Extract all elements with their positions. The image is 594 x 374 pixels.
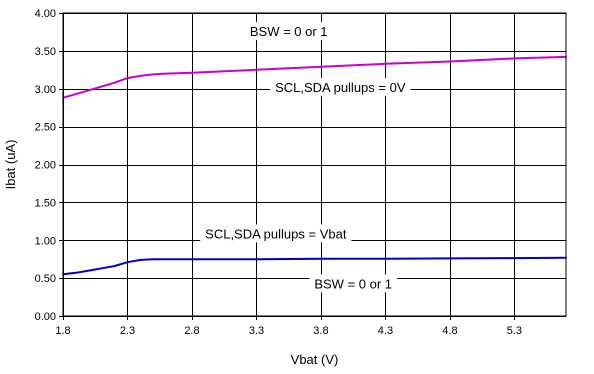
y-tick-label: 4.00 <box>35 8 56 20</box>
annotations: BSW = 0 or 1 SCL,SDA pullups = 0V SCL,SDA … <box>200 22 411 293</box>
x-axis-label: Vbat (V) <box>291 352 339 367</box>
series-line-1 <box>62 55 567 99</box>
annotation-label: BSW = 0 or 1 <box>314 276 392 291</box>
y-tick-label: 0.00 <box>35 311 56 323</box>
y-axis-label: Ibat (uA) <box>3 140 18 190</box>
x-tick-label: 3.3 <box>249 325 264 337</box>
x-tick-label: 2.8 <box>184 325 199 337</box>
annotation-label: BSW = 0 or 1 <box>250 24 328 39</box>
annotation-background <box>200 224 352 243</box>
series-line-2 <box>62 256 567 276</box>
x-tick-label: 5.3 <box>507 325 522 337</box>
annotation-label: SCL,SDA pullups = 0V <box>275 80 406 95</box>
annotation-background <box>270 78 411 97</box>
gridlines <box>63 13 566 317</box>
annotation-background <box>309 274 398 293</box>
y-tick-label: 0.50 <box>35 273 56 285</box>
x-tick-label: 4.8 <box>442 325 457 337</box>
y-tick-label: 3.50 <box>35 46 56 58</box>
y-axis-ticks: 0.00 0.50 1.00 1.50 2.00 2.50 3.00 3.50 4.00 <box>35 8 63 323</box>
y-tick-label: 2.50 <box>35 122 56 134</box>
x-tick-label: 4.3 <box>378 325 393 337</box>
annotation-label: SCL,SDA pullups = Vbat <box>205 226 347 241</box>
y-tick-label: 2.00 <box>35 160 56 172</box>
plot-frame <box>62 12 567 317</box>
y-tick-label: 1.50 <box>35 197 56 209</box>
x-axis-ticks: 1.8 2.3 2.8 3.3 3.8 4.3 4.8 5.3 <box>55 316 522 337</box>
annotation-background <box>244 22 333 41</box>
x-tick-label: 2.3 <box>120 325 135 337</box>
series-lines <box>62 55 567 276</box>
x-tick-label: 1.8 <box>55 325 70 337</box>
x-tick-label: 3.8 <box>313 325 328 337</box>
y-tick-label: 3.00 <box>35 84 56 96</box>
y-tick-label: 1.00 <box>35 235 56 247</box>
